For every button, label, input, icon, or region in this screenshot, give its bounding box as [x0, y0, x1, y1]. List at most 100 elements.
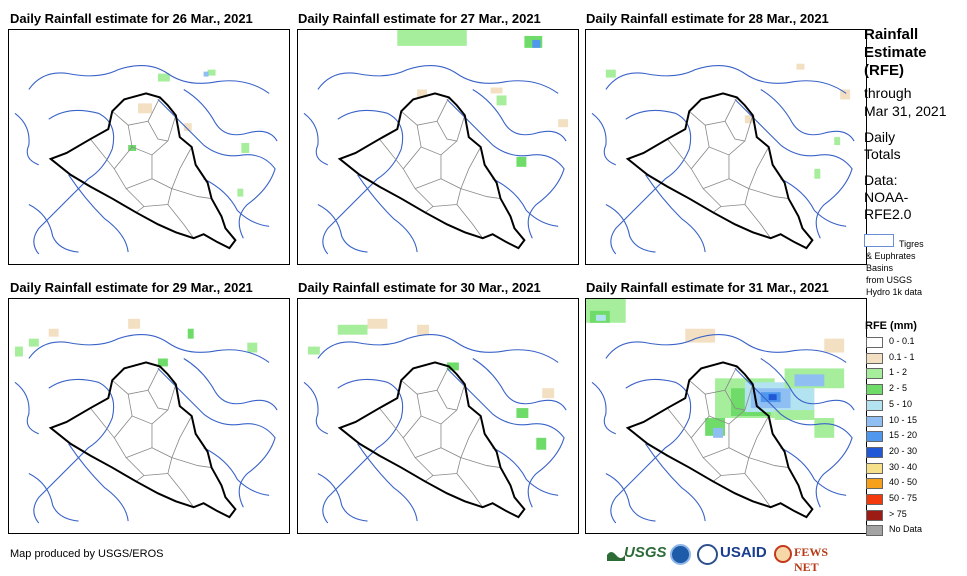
rainfall-patch: [241, 143, 250, 153]
rainfall-map-27: [297, 29, 579, 265]
panel-title-26: Daily Rainfall estimate for 26 Mar., 202…: [10, 11, 253, 26]
rainfall-patch: [605, 69, 616, 78]
rfe-legend-title: RFE (mm): [865, 320, 917, 332]
rfe-class-label: > 75: [889, 508, 907, 519]
province-boundary: [456, 204, 484, 239]
province-boundary: [402, 146, 442, 190]
province-boundary: [690, 146, 730, 190]
basin-boundary: [492, 178, 559, 227]
province-boundary: [90, 407, 115, 439]
basin-boundary: [734, 99, 853, 239]
province-boundary: [744, 473, 772, 508]
province-boundary: [748, 188, 789, 199]
rfe-class-swatch: [866, 431, 883, 443]
rainfall-patch: [814, 417, 835, 438]
legend-totals: Totals: [864, 146, 901, 162]
rfe-class-label: 20 - 30: [889, 445, 918, 456]
rfe-class-label: 40 - 50: [889, 477, 918, 488]
rainfall-patch: [183, 123, 192, 132]
legend-source-2: RFE2.0: [864, 206, 912, 222]
province-boundary: [125, 457, 173, 476]
rfe-class-label: No Data: [889, 524, 923, 535]
rfe-class-label: 0.1 - 1: [889, 351, 915, 362]
rainfall-patch: [542, 388, 555, 399]
rainfall-patch: [307, 346, 320, 355]
basin-boundary: [317, 204, 368, 253]
basin-boundary: [33, 378, 115, 524]
province-boundary: [401, 97, 450, 126]
basin-boundary: [33, 109, 115, 255]
rfe-class-label: 0 - 0.1: [889, 336, 915, 346]
rainfall-patch: [417, 324, 430, 335]
basin-boundary: [14, 381, 39, 435]
province-boundary: [744, 204, 772, 239]
rainfall-map-28: [585, 29, 867, 265]
province-boundary: [167, 204, 195, 239]
rainfall-patch: [794, 374, 825, 387]
province-boundary: [689, 366, 738, 395]
legend-date: Mar 31, 2021: [864, 103, 947, 119]
basin-boundary: [322, 378, 404, 524]
province-boundary: [436, 390, 457, 411]
basin-boundary: [780, 447, 847, 496]
province-boundary: [424, 475, 434, 482]
province-boundary: [460, 188, 501, 199]
panel-title-28: Daily Rainfall estimate for 28 Mar., 202…: [586, 11, 829, 26]
panel-title-31: Daily Rainfall estimate for 31 Mar., 202…: [586, 280, 829, 295]
rfe-class-label: 5 - 10: [889, 398, 913, 409]
basin-boundary: [492, 447, 559, 496]
province-boundary: [151, 146, 193, 190]
province-boundary: [402, 415, 442, 459]
province-boundary: [414, 188, 462, 207]
rainfall-patch: [490, 87, 503, 94]
rfe-class-swatch: [866, 368, 883, 380]
basin-label-5: Hydro 1k data: [866, 287, 923, 297]
rainfall-patch: [237, 188, 244, 197]
basin-boundary: [317, 65, 559, 94]
legend-heading: Rainfall Estimate (RFE): [864, 26, 927, 79]
basin-boundary: [157, 368, 276, 508]
province-boundary: [440, 415, 482, 459]
province-boundary: [728, 415, 770, 459]
rainfall-patch: [247, 342, 258, 353]
rfe-class-swatch: [866, 478, 883, 490]
rainfall-patch: [203, 71, 209, 77]
province-boundary: [171, 188, 212, 199]
basin-label-4: from USGS: [866, 275, 913, 285]
panel-title-30: Daily Rainfall estimate for 30 Mar., 202…: [298, 280, 541, 295]
rainfall-patch: [207, 69, 216, 76]
basin-label-2: & Euphrates: [866, 251, 916, 261]
rainfall-patch: [595, 314, 606, 321]
country-boundary: [337, 361, 526, 519]
basin-boundary: [760, 89, 855, 142]
usgs-logo: USGS: [607, 544, 667, 566]
legend-source-1: NOAA-: [864, 189, 909, 205]
basin-boundary: [317, 473, 368, 522]
rainfall-patch: [496, 95, 507, 106]
panel-title-29: Daily Rainfall estimate for 29 Mar., 202…: [10, 280, 253, 295]
province-boundary: [379, 138, 404, 170]
rainfall-patch: [187, 328, 194, 339]
basin-boundary: [183, 358, 278, 411]
basin-boundary: [605, 334, 847, 363]
rfe-class-label: 1 - 2: [889, 367, 908, 378]
rainfall-patch: [367, 318, 388, 329]
basin-boundary: [472, 89, 567, 142]
basin-boundary: [28, 334, 270, 363]
rainfall-patch: [834, 137, 841, 146]
rfe-class-swatch: [866, 415, 883, 427]
rainfall-patch: [14, 346, 23, 357]
province-boundary: [728, 146, 770, 190]
country-boundary: [337, 92, 526, 250]
province-boundary: [724, 121, 745, 142]
rainfall-patch: [814, 168, 821, 179]
basin-boundary: [591, 381, 616, 435]
rainfall-patch: [516, 156, 527, 167]
rainfall-patch: [768, 394, 777, 401]
doi-seal-icon: [697, 544, 718, 565]
province-boundary: [90, 138, 115, 170]
legend-daily: Daily: [864, 129, 896, 145]
province-boundary: [113, 146, 153, 190]
basin-boundary: [68, 443, 129, 522]
basin-boundary: [591, 112, 616, 166]
